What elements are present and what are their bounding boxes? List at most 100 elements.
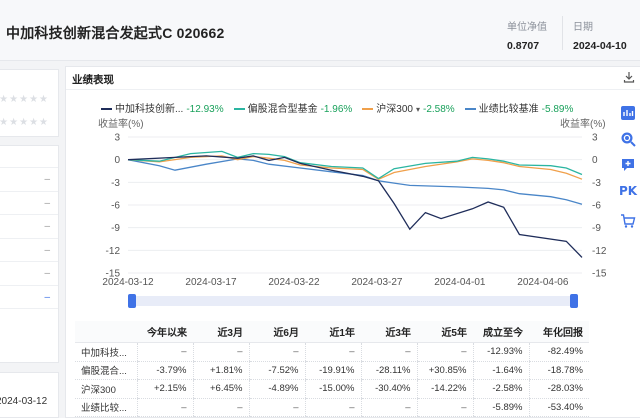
series-line: [127, 150, 583, 180]
table-cell: –: [304, 398, 361, 417]
row-fund-name[interactable]: 沪深300: [75, 379, 137, 399]
table-cell: -18.78%: [528, 361, 589, 380]
table-cell: -30.40%: [360, 379, 417, 399]
section-title: 业绩表现: [72, 74, 114, 86]
add-compare-button[interactable]: [616, 152, 640, 178]
x-tick-label: 2024-03-17: [185, 277, 237, 288]
legend-name: 偏股混合型基金: [247, 104, 318, 115]
date-range-slider-track[interactable]: [128, 296, 575, 306]
table-cell: -19.91%: [304, 361, 361, 380]
table-row: 业绩比较... – – – – – – -5.89% -53.40%: [75, 398, 589, 417]
y-tick-label-left: 0: [114, 155, 120, 166]
table-cell: -14.22%: [416, 379, 473, 399]
series-line: [127, 155, 583, 258]
y-tick-label-left: 3: [114, 133, 120, 144]
x-tick-label: 2024-03-12: [102, 277, 154, 288]
y-tick-label-right: 0: [592, 155, 598, 166]
y-tick-label-left: -6: [111, 201, 120, 212]
date-block: 日期 2024-04-10: [573, 18, 627, 52]
date-range-handle-right[interactable]: [570, 294, 578, 308]
legend-name: 中加科技创新...: [115, 104, 184, 115]
table-header: [75, 321, 137, 343]
table-cell: -53.40%: [528, 398, 589, 417]
chart-legend: 中加科技创新... -12.93% 偏股混合型基金 -1.96% 沪深300 ▾ -2.58…: [101, 100, 583, 115]
table-cell: -3.79%: [136, 361, 193, 380]
table-cell: -4.89%: [248, 379, 305, 399]
table-header: 今年以来: [137, 321, 193, 343]
table-row: 偏股混合... -3.79% +1.81% -7.52% -19.91% -28.11% +…: [75, 361, 589, 380]
table-cell: –: [136, 342, 193, 362]
legend-value: -1.96%: [320, 104, 353, 115]
table-header: 年化回报: [529, 321, 589, 343]
x-tick-label: 2024-04-06: [517, 277, 569, 288]
legend-value: -12.93%: [186, 104, 224, 115]
info-panel: – – – – – –: [0, 145, 59, 363]
legend-swatch: [464, 108, 476, 111]
table-cell: +30.85%: [416, 361, 473, 380]
legend-item[interactable]: 偏股混合型基金 -1.96%: [233, 100, 353, 115]
y-axis-title-left: 收益率(%): [98, 117, 144, 130]
fund-header: 中加科技创新混合发起式C 020662 单位净值 0.8707 日期 2024-…: [0, 0, 640, 61]
search-tool-button[interactable]: [616, 126, 640, 152]
y-tick-label-left: -12: [106, 246, 121, 257]
info-row: –: [0, 286, 58, 309]
table-cell: –: [192, 342, 249, 362]
table-cell: –: [192, 398, 249, 417]
row-fund-name[interactable]: 偏股混合...: [75, 361, 137, 380]
y-tick-label-right: -3: [592, 178, 601, 189]
row-fund-name[interactable]: 中加科技...: [75, 342, 137, 362]
pk-button[interactable]: PK: [616, 178, 640, 204]
legend-swatch: [101, 108, 112, 111]
date-range-handle-left[interactable]: [128, 294, 136, 308]
date-label: 日期: [573, 22, 593, 33]
table-cell: +2.15%: [136, 379, 193, 399]
performance-panel-header: 业绩表现: [66, 67, 640, 90]
nav-value: 0.8707: [507, 40, 540, 52]
y-tick-label-right: -6: [592, 201, 601, 212]
legend-item[interactable]: 中加科技创新... -12.93%: [101, 100, 224, 115]
info-row: –: [0, 262, 58, 286]
x-tick-label: 2024-04-01: [434, 277, 486, 288]
table-header: 近1年: [305, 321, 361, 343]
table-header: 成立至今: [473, 321, 529, 343]
table-cell: -15.00%: [304, 379, 361, 399]
legend-item[interactable]: 沪深300 ▾ -2.58%: [362, 100, 455, 115]
table-header: 近5年: [417, 321, 473, 343]
table-row: 中加科技... – – – – – – -12.93% -82.49%: [75, 342, 589, 362]
table-cell: -7.52%: [248, 361, 305, 380]
table-cell: –: [416, 398, 473, 417]
y-tick-label-right: 3: [592, 133, 598, 144]
row-fund-name[interactable]: 业绩比较...: [75, 398, 137, 417]
y-tick-label-left: -9: [111, 223, 120, 234]
chart-tool-button[interactable]: [616, 100, 640, 126]
cart-button[interactable]: [616, 208, 640, 234]
table-cell: –: [248, 342, 305, 362]
table-cell: –: [360, 342, 417, 362]
header-divider: [562, 16, 563, 50]
info-row: –: [0, 239, 58, 262]
table-cell: –: [304, 342, 361, 362]
legend-item[interactable]: 业绩比较基准 -5.89%: [464, 100, 573, 115]
y-axis-title-right: 收益率(%): [560, 117, 606, 130]
table-cell: -28.11%: [360, 361, 417, 380]
nav-block: 单位净值 0.8707: [507, 18, 547, 52]
y-tick-label-right: -12: [592, 246, 607, 257]
table-cell: -1.64%: [472, 361, 529, 380]
download-icon[interactable]: [623, 71, 635, 83]
legend-swatch: [233, 108, 245, 111]
table-cell: -2.58%: [472, 379, 529, 399]
add-compare-icon: [622, 159, 634, 171]
y-tick-label-left: -15: [106, 269, 121, 280]
legend-value: -2.58%: [422, 104, 455, 115]
info-panel-head: [0, 146, 58, 168]
rating-panel: ★★★★★ ★★★★★: [0, 69, 59, 137]
table-row: 沪深300 +2.15% +6.45% -4.89% -15.00% -30.40% -14…: [75, 379, 589, 399]
table-cell: +6.45%: [192, 379, 249, 399]
table-cell: +1.81%: [192, 361, 249, 380]
chevron-down-icon[interactable]: ▾: [415, 105, 420, 114]
date-value: 2024-04-10: [573, 40, 627, 52]
legend-name: 沪深300: [376, 104, 413, 115]
info-row: –: [0, 168, 58, 192]
table-header-row: 今年以来 近3月 近6月 近1年 近3年 近5年 成立至今 年化回报: [75, 321, 589, 343]
